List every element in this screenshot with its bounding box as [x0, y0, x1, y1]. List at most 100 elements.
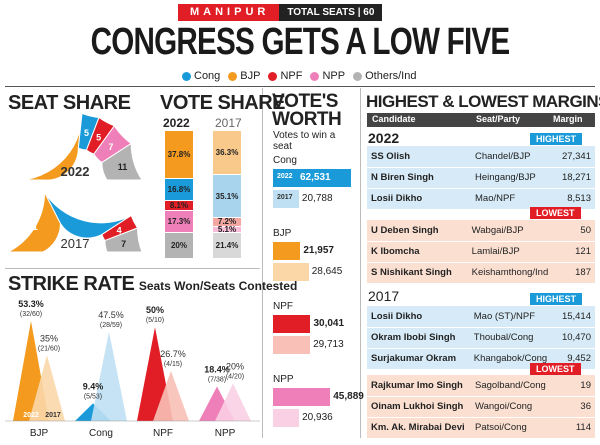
strike-tag-2017: 2017 [45, 412, 61, 419]
margin-cell: 18,271 [551, 167, 595, 189]
margins-table-l2017: Rajkumar Imo Singh Sagolband/Cong 19 Oinam … [367, 375, 595, 439]
seat2017-label-bjp: 21 [28, 222, 38, 232]
seat-party-cell: Wabgai/BJP [467, 220, 553, 242]
candidate-cell: Losii Dikho [367, 306, 470, 328]
seat2017-seg-cong [44, 192, 132, 239]
legend-swatch [228, 71, 238, 81]
seat-party-cell: Lamlai/BJP [467, 241, 553, 263]
worth-bar-2017-npf [273, 336, 311, 354]
header-seat-party: Seat/Party [476, 114, 521, 124]
strike-tag-2022: 2022 [23, 412, 39, 419]
legend: Cong BJP NPF NPP Others/Ind [182, 70, 416, 82]
worth-value-2017: 28,645 [311, 266, 343, 277]
margin-cell: 121 [552, 241, 595, 263]
margin-cell: 10,470 [551, 327, 595, 349]
strike-party-cong: Cong [89, 428, 113, 439]
candidate-cell: Rajkumar Imo Singh [367, 375, 471, 397]
strike-2017-npf [153, 370, 189, 421]
worth-party-npp: NPP [273, 374, 294, 385]
seat2022-label-npf: 5 [96, 132, 101, 142]
lowest-tag-2022: LOWEST [530, 207, 581, 219]
worth-bar-2017-cong [273, 190, 299, 208]
seat2017-label-cong: 28 [83, 200, 93, 210]
margin-cell: 8,513 [551, 188, 595, 210]
candidate-cell: N Biren Singh [367, 167, 471, 189]
strike-pct-2017: 35% [40, 333, 58, 343]
strike-rate-chart: 53.3% (32/60) 35% (21/60) BJP 2022 2017 9.4% (5/… [5, 299, 260, 439]
worth-value-2017: 20,788 [301, 193, 333, 204]
worth-value-2017: 29,713 [313, 339, 344, 350]
seat-party-cell: Keishamthong/Ind [467, 262, 553, 284]
top-rule [5, 86, 595, 87]
seat-party-cell: Thoubal/Cong [469, 327, 552, 349]
strike-rate-title: STRIKE RATE [8, 273, 135, 295]
candidate-cell: S Nishikant Singh [367, 262, 468, 284]
highest-tag-2022: HIGHEST [530, 133, 583, 145]
margins-title: HIGHEST & LOWEST MARGINS [366, 92, 600, 111]
legend-label: NPP [322, 70, 346, 82]
table-row: Km. Ak. Mirabai Devi Patsoi/Cong 114 [367, 417, 595, 439]
table-row: K Ibomcha Lamlai/BJP 121 [367, 241, 595, 263]
seat-party-cell: Sagolband/Cong [471, 375, 551, 397]
strike-pct-2017: 20% [226, 361, 244, 371]
worth-bar-2017-bjp [273, 263, 309, 281]
top-banner: MANIPUR TOTAL SEATS | 60 [178, 4, 383, 21]
seat2022-label-npp: 7 [108, 142, 113, 152]
votes-worth-subtitle: Votes to win a seat [273, 130, 336, 152]
strike-party-npf: NPF [153, 428, 173, 439]
legend-label: Cong [194, 70, 221, 82]
strike-2017-npp [215, 383, 251, 421]
table-row: Oinam Lukhoi Singh Wangoi/Cong 36 [367, 396, 595, 418]
strike-seats-2022: (5/10) [146, 317, 164, 324]
strike-pct-2017: 47.5% [98, 310, 124, 320]
candidate-cell: U Deben Singh [367, 220, 468, 242]
vs-y2022-segment: 17.3% [165, 211, 193, 234]
margin-cell: 114 [551, 417, 595, 439]
table-row: U Deben Singh Wabgai/BJP 50 [367, 220, 595, 242]
legend-label: Others/Ind [365, 70, 417, 82]
legend-swatch [310, 71, 320, 81]
table-row: Okram Ibobi Singh Thoubal/Cong 10,470 [367, 327, 595, 349]
seat2022-seg-others [101, 142, 143, 181]
worth-tag-2022: 2022 [277, 173, 293, 180]
seat2017-seg-others [104, 227, 143, 253]
seat2017-label-npf: 4 [117, 226, 122, 236]
strike-seats-2022: (32/60) [20, 311, 42, 318]
table-row: Rajkumar Imo Singh Sagolband/Cong 19 [367, 375, 595, 397]
worth-value-2022: 45,889 [333, 391, 364, 402]
table-row: S Nishikant Singh Keishamthong/Ind 187 [367, 262, 595, 284]
worth-bar-2022-cong [273, 169, 351, 187]
seat-share-title: SEAT SHARE [8, 92, 131, 114]
seat-party-cell: Patsoi/Cong [471, 417, 551, 439]
strike-pct-2022: 18.4% [204, 364, 230, 374]
margins-2017-year: 2017 [368, 288, 400, 304]
header-margin: Margin [553, 114, 583, 124]
vote-share-title: VOTE SHARE [160, 92, 286, 114]
seat-party-cell: Chandel/BJP [471, 146, 551, 168]
worth-value-2022: 62,531 [300, 172, 331, 183]
candidate-cell: Okram Ibobi Singh [367, 327, 470, 349]
candidate-cell: SS Olish [367, 146, 471, 168]
vote-share-2022-year: 2022 [163, 116, 190, 130]
seat2022-label-others: 11 [118, 162, 128, 172]
margins-table-h2017: Losii Dikho Mao (ST)/NPF 15,414 Okram Ibobi… [367, 306, 595, 370]
vote-share-2017-year: 2017 [215, 116, 242, 130]
vote-share-2017-bar: 36.3% 35.1% 7.2% 5.1% 21.4% [213, 131, 241, 259]
strike-pct-2022: 50% [146, 305, 164, 315]
vs-y2017-segment: 7.2% [213, 217, 241, 227]
margins-header: Candidate Seat/Party Margin [367, 113, 595, 127]
legend-item-npf: NPF [268, 70, 302, 82]
strike-party-bjp: BJP [30, 428, 49, 439]
vs-y2017-segment: 5.1% [213, 225, 241, 234]
strike-seats-2017: (28/59) [100, 322, 122, 329]
margin-cell: 50 [552, 220, 595, 242]
legend-swatch [268, 71, 278, 81]
worth-value-2022: 30,041 [313, 318, 345, 329]
seat2017-year: 2017 [61, 236, 90, 251]
worth-bar-2017-npp [273, 409, 300, 427]
margin-cell: 187 [552, 262, 595, 284]
table-row: SS Olish Chandel/BJP 27,341 [367, 146, 595, 168]
margins-table-h2022: SS Olish Chandel/BJP 27,341 N Biren Singh He… [367, 146, 595, 210]
candidate-cell: Oinam Lukhoi Singh [367, 396, 471, 418]
